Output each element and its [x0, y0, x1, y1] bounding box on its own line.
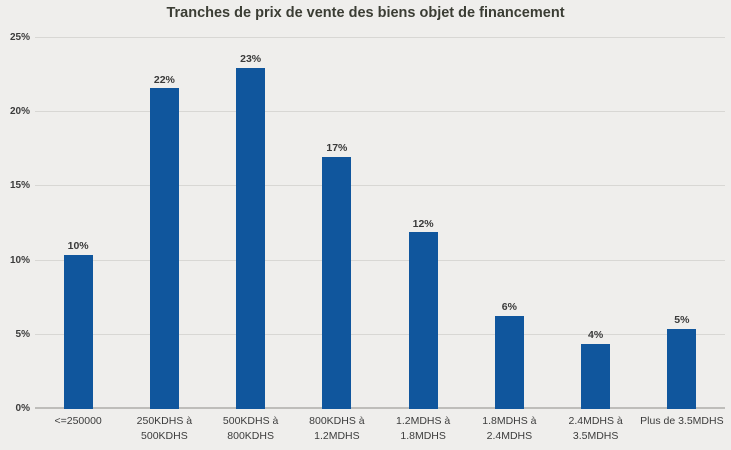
y-tick-label: 15% — [9, 180, 30, 192]
bar — [322, 156, 352, 409]
bar-value-label: 23% — [240, 53, 262, 66]
x-category-label: Plus de 3.5MDHS — [640, 415, 724, 427]
bar-slot: 10% — [35, 38, 121, 409]
bar-value-label: 4% — [588, 329, 604, 342]
bar-slot: 17% — [294, 38, 380, 409]
bar — [236, 67, 266, 409]
bar-value-label: 17% — [326, 142, 348, 155]
gridline — [35, 111, 725, 113]
bar-slot: 6% — [466, 38, 552, 409]
gridline — [35, 259, 725, 261]
bars-container: 10% 22% 23% 17% 12% 6% 4% 5% — [35, 38, 725, 409]
y-tick-label: 10% — [9, 254, 30, 266]
chart-title: Tranches de prix de vente des biens obje… — [166, 5, 565, 21]
bar-slot: 23% — [208, 38, 294, 409]
plot-area: 10% 22% 23% 17% 12% 6% 4% 5% — [35, 37, 725, 409]
bar-value-label: 6% — [501, 301, 517, 314]
x-axis-labels: <=250000 250KDHS à 500KDHS 500KDHS à 800KDHS… — [35, 414, 725, 443]
y-axis-labels: 0% 5% 10% 15% 20% 25% — [4, 33, 30, 414]
x-category-label: 1.2MDHS à 1.8MDHS — [395, 415, 451, 442]
x-category-label: 1.8MDHS à 2.4MDHS — [482, 415, 537, 442]
bar-slot: 12% — [380, 38, 466, 409]
x-category-label: <=250000 — [54, 415, 102, 427]
x-category-label: 500KDHS à 800KDHS — [222, 415, 279, 442]
bar — [408, 232, 438, 409]
gridline — [35, 333, 725, 335]
bar — [581, 343, 611, 409]
bar-slot: 22% — [121, 38, 207, 409]
y-tick-label: 5% — [15, 328, 30, 340]
y-tick-label: 20% — [9, 106, 30, 118]
x-category-label: 2.4MDHS à 3.5MDHS — [568, 415, 623, 442]
bar — [63, 254, 93, 409]
bar — [494, 315, 524, 409]
gridline — [35, 37, 725, 38]
bar — [149, 88, 179, 409]
bar-value-label: 22% — [153, 73, 175, 86]
y-tick-label: 25% — [9, 32, 30, 43]
x-category-label: 250KDHS à 500KDHS — [136, 415, 193, 442]
x-category-label: 800KDHS à 1.2MDHS — [309, 415, 365, 442]
bar — [667, 328, 697, 409]
bar-value-label: 10% — [67, 240, 89, 253]
bar-slot: 5% — [639, 38, 725, 409]
bar-value-label: 12% — [412, 217, 434, 230]
gridline — [35, 185, 725, 187]
y-tick-label: 0% — [15, 403, 30, 414]
bar-slot: 4% — [553, 38, 639, 409]
x-axis-line — [35, 407, 725, 409]
bar-value-label: 5% — [674, 314, 690, 327]
